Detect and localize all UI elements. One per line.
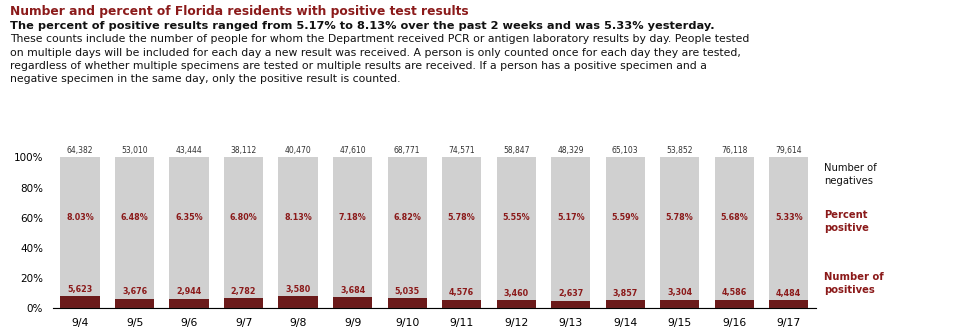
Text: Number and percent of Florida residents with positive test results: Number and percent of Florida residents …: [10, 5, 468, 18]
Bar: [333, 157, 372, 297]
Text: 43,444: 43,444: [176, 146, 203, 155]
Text: 53,010: 53,010: [121, 146, 148, 155]
Text: 58,847: 58,847: [503, 146, 529, 155]
Text: 5.55%: 5.55%: [502, 213, 530, 222]
Text: negative specimen in the same day, only the positive result is counted.: negative specimen in the same day, only …: [10, 74, 400, 84]
Text: 74,571: 74,571: [448, 146, 475, 155]
Text: 38,112: 38,112: [230, 146, 256, 155]
Text: 2,782: 2,782: [230, 287, 256, 296]
Text: 48,329: 48,329: [558, 146, 584, 155]
Text: 5.33%: 5.33%: [775, 213, 803, 222]
Text: 3,580: 3,580: [285, 285, 311, 294]
Bar: [496, 300, 536, 308]
Text: These counts include the number of people for whom the Department received PCR o: These counts include the number of peopl…: [10, 34, 749, 44]
Bar: [115, 298, 155, 308]
Bar: [714, 157, 754, 300]
Bar: [388, 157, 427, 298]
Text: 47,610: 47,610: [339, 146, 366, 155]
Bar: [769, 157, 808, 300]
Text: 3,857: 3,857: [612, 289, 637, 297]
Bar: [224, 157, 263, 298]
Text: 4,576: 4,576: [449, 288, 474, 297]
Bar: [551, 300, 590, 308]
Text: 6.82%: 6.82%: [394, 213, 421, 222]
Bar: [60, 296, 100, 308]
Text: 76,118: 76,118: [721, 146, 748, 155]
Text: Percent
positive: Percent positive: [824, 210, 869, 233]
Text: 79,614: 79,614: [776, 146, 802, 155]
Bar: [660, 157, 699, 299]
Text: 2,637: 2,637: [558, 289, 584, 298]
Text: 7.18%: 7.18%: [339, 213, 367, 222]
Text: 6.35%: 6.35%: [176, 213, 203, 222]
Text: Number of
negatives: Number of negatives: [824, 163, 876, 186]
Text: 64,382: 64,382: [67, 146, 93, 155]
Bar: [442, 157, 481, 299]
Bar: [496, 157, 536, 300]
Text: 8.03%: 8.03%: [66, 213, 94, 222]
Text: 53,852: 53,852: [666, 146, 693, 155]
Bar: [333, 297, 372, 308]
Text: 5.59%: 5.59%: [612, 213, 639, 222]
Text: 5.78%: 5.78%: [666, 213, 693, 222]
Text: 3,304: 3,304: [667, 288, 692, 297]
Text: 3,676: 3,676: [122, 287, 147, 296]
Bar: [278, 296, 318, 308]
Text: 3,684: 3,684: [340, 286, 365, 295]
Text: 5.68%: 5.68%: [720, 213, 748, 222]
Text: The percent of positive results ranged from 5.17% to 8.13% over the past 2 weeks: The percent of positive results ranged f…: [10, 21, 714, 31]
Bar: [551, 157, 590, 300]
Text: 6.80%: 6.80%: [229, 213, 257, 222]
Text: 40,470: 40,470: [285, 146, 311, 155]
Text: regardless of whether multiple specimens are tested or multiple results are rece: regardless of whether multiple specimens…: [10, 61, 707, 71]
Bar: [115, 157, 155, 298]
Bar: [278, 157, 318, 296]
Text: 8.13%: 8.13%: [284, 213, 312, 222]
Text: 3,460: 3,460: [504, 289, 529, 298]
Bar: [388, 298, 427, 308]
Text: 4,586: 4,586: [722, 289, 747, 297]
Bar: [660, 299, 699, 308]
Bar: [769, 300, 808, 308]
Bar: [224, 298, 263, 308]
Bar: [714, 300, 754, 308]
Bar: [170, 157, 208, 299]
Text: 65,103: 65,103: [612, 146, 638, 155]
Text: 6.48%: 6.48%: [121, 213, 149, 222]
Text: 68,771: 68,771: [394, 146, 420, 155]
Bar: [60, 157, 100, 296]
Text: 5.17%: 5.17%: [557, 213, 585, 222]
Text: 4,484: 4,484: [776, 289, 802, 298]
Text: Number of
positives: Number of positives: [824, 272, 883, 295]
Text: 2,944: 2,944: [177, 287, 202, 297]
Text: on multiple days will be included for each day a new result was received. A pers: on multiple days will be included for ea…: [10, 48, 740, 57]
Bar: [442, 299, 481, 308]
Bar: [170, 299, 208, 308]
Text: 5,035: 5,035: [395, 287, 420, 296]
Bar: [606, 157, 645, 300]
Text: 5,623: 5,623: [67, 285, 93, 294]
Text: 5.78%: 5.78%: [447, 213, 475, 222]
Bar: [606, 300, 645, 308]
